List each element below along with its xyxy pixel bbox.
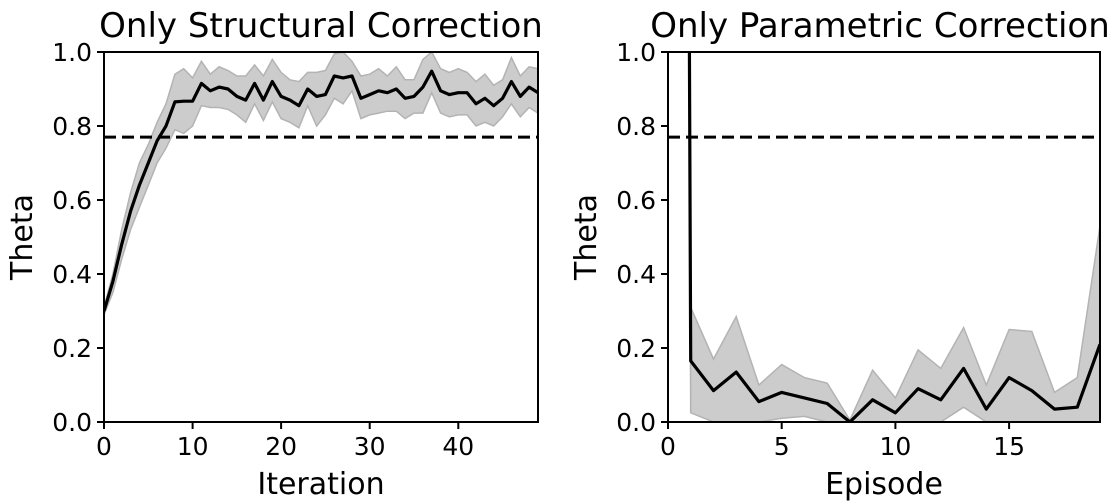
y-tick: 0.8 [52,112,104,141]
x-tick: 0 [96,422,112,461]
y-tick: 0.4 [616,260,668,289]
x-axis: 0 10 20 30 40 [96,422,474,461]
y-tick: 0.0 [52,408,104,437]
x-tick: 10 [879,422,911,461]
confidence-band [688,52,1100,422]
plot-frame [103,51,539,423]
y-tick: 1.0 [52,38,104,67]
y-tick-label: 0.6 [52,186,92,215]
y-tick-label: 0.0 [52,408,92,437]
y-tick-label: 0.6 [616,186,656,215]
y-tick-label: 0.8 [616,112,656,141]
x-tick-label: 10 [177,432,209,461]
y-tick: 1.0 [616,38,668,67]
y-tick-label: 1.0 [616,38,656,67]
x-tick: 0 [660,422,676,461]
y-tick-label: 0.4 [52,260,92,289]
x-tick-label: 40 [442,432,474,461]
chart-parametric: Only Parametric Correction 0.0 0.2 0.4 0… [569,6,1110,502]
y-tick-label: 0.0 [616,408,656,437]
x-tick-label: 0 [96,432,112,461]
x-tick: 20 [265,422,297,461]
y-tick-label: 0.2 [616,334,656,363]
x-axis-label: Episode [825,467,943,502]
y-tick: 0.6 [616,186,668,215]
y-tick-label: 0.8 [52,112,92,141]
y-tick: 0.6 [52,186,104,215]
series-line [687,52,1100,422]
y-axis: 0.0 0.2 0.4 0.6 0.8 1.0 [616,38,668,437]
y-tick-label: 0.4 [616,260,656,289]
x-tick-label: 0 [660,432,676,461]
x-axis-label: Iteration [257,467,384,502]
x-tick: 40 [442,422,474,461]
y-tick-label: 1.0 [52,38,92,67]
x-tick: 5 [774,422,790,461]
x-tick: 30 [354,422,386,461]
x-tick-label: 20 [265,432,297,461]
x-tick-label: 10 [879,432,911,461]
x-axis: 0 5 10 15 [660,422,1025,461]
x-tick-label: 30 [354,432,386,461]
y-axis-label: Theta [569,194,604,281]
chart-title: Only Parametric Correction [650,6,1110,46]
confidence-band [104,52,538,315]
chart-structural: Only Structural Correction 0.0 0.2 0.4 0… [5,6,543,502]
x-tick-label: 5 [774,432,790,461]
y-tick: 0.0 [616,408,668,437]
y-tick: 0.2 [52,334,104,363]
chart-title: Only Structural Correction [99,6,543,46]
y-tick: 0.8 [616,112,668,141]
y-axis: 0.0 0.2 0.4 0.6 0.8 1.0 [52,38,104,437]
y-axis-label: Theta [5,194,40,281]
series-line [104,69,538,312]
x-tick-label: 15 [993,432,1025,461]
y-tick-label: 0.2 [52,334,92,363]
plot-frame [667,51,1101,423]
y-tick: 0.2 [616,334,668,363]
x-tick: 10 [177,422,209,461]
x-tick: 15 [993,422,1025,461]
y-tick: 0.4 [52,260,104,289]
